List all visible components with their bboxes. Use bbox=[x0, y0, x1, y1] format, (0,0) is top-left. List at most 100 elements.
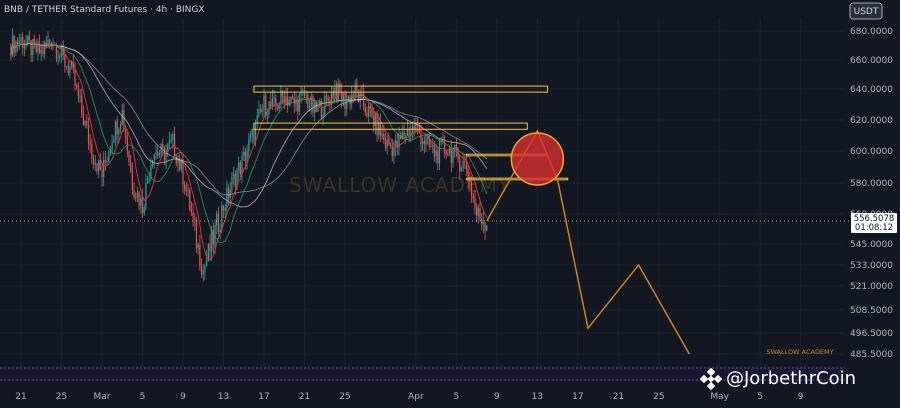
candle-body bbox=[216, 213, 218, 225]
candle-body bbox=[185, 190, 187, 192]
candle-body bbox=[376, 112, 378, 135]
y-tick-label: 496.5000 bbox=[850, 329, 893, 339]
x-tick-label: 17 bbox=[258, 392, 269, 402]
x-tick-label: 5 bbox=[757, 392, 763, 402]
candle-body bbox=[74, 69, 76, 86]
candle-body bbox=[477, 208, 479, 216]
candle-body bbox=[111, 142, 113, 150]
candle-body bbox=[423, 141, 425, 145]
candle-body bbox=[332, 91, 334, 99]
candle-body bbox=[474, 198, 476, 207]
y-tick-label: 600.0000 bbox=[850, 147, 893, 157]
price-zone bbox=[253, 122, 528, 130]
candle-body bbox=[130, 161, 132, 171]
candle-body bbox=[378, 121, 380, 135]
highlight-circle[interactable] bbox=[510, 132, 565, 186]
candle-body bbox=[233, 173, 235, 178]
candle-body bbox=[217, 213, 220, 233]
candle-body bbox=[391, 145, 393, 156]
candle-body bbox=[452, 151, 454, 164]
candle-body bbox=[104, 159, 106, 163]
candle-body bbox=[319, 101, 321, 106]
candle-body bbox=[384, 140, 387, 148]
candle-body bbox=[98, 160, 100, 172]
candle-body bbox=[470, 182, 473, 196]
candle-body bbox=[227, 188, 230, 199]
candle-body bbox=[206, 260, 208, 267]
ma-ribbon-upper bbox=[10, 43, 488, 208]
x-tick-label: 9 bbox=[798, 392, 804, 402]
candle-body bbox=[253, 128, 255, 142]
candle-body bbox=[76, 85, 78, 87]
candle-body bbox=[438, 141, 441, 164]
price-zone bbox=[466, 177, 569, 181]
candle-body bbox=[298, 95, 301, 112]
candle-body bbox=[145, 183, 147, 208]
candle-body bbox=[344, 92, 346, 109]
candle-body bbox=[373, 115, 375, 127]
x-tick-label: 25 bbox=[56, 392, 67, 402]
candle-body bbox=[148, 178, 150, 181]
candle-body bbox=[101, 169, 103, 178]
candle-body bbox=[422, 141, 424, 144]
candle-body bbox=[315, 101, 317, 112]
candle-body bbox=[322, 114, 324, 118]
candle-body bbox=[254, 122, 257, 142]
candle-body bbox=[271, 98, 274, 107]
candle-body bbox=[341, 92, 343, 102]
candle-body bbox=[292, 96, 294, 98]
candle-body bbox=[310, 96, 312, 107]
candle-body bbox=[168, 140, 171, 144]
candle-body bbox=[320, 101, 322, 118]
candle-body bbox=[126, 137, 128, 151]
candle-body bbox=[108, 152, 110, 162]
candle-body bbox=[50, 42, 52, 46]
candle-body bbox=[170, 139, 172, 141]
candle-body bbox=[71, 61, 73, 68]
candle-body bbox=[236, 171, 238, 187]
candle-body bbox=[162, 144, 164, 148]
candle-body bbox=[91, 144, 93, 160]
candle-body bbox=[209, 244, 211, 252]
candle-body bbox=[87, 125, 90, 143]
candle-body bbox=[467, 169, 469, 181]
candle-body bbox=[153, 154, 155, 161]
candle-body bbox=[413, 126, 415, 131]
candle-body bbox=[347, 96, 349, 101]
candle-body bbox=[118, 128, 120, 135]
candle-body bbox=[138, 192, 140, 207]
candle-body bbox=[106, 161, 108, 163]
candle-body bbox=[248, 139, 250, 152]
ma-medium bbox=[10, 43, 488, 244]
candle-body bbox=[165, 149, 167, 161]
candle-body bbox=[325, 95, 328, 98]
candle-body bbox=[38, 42, 41, 54]
candle-body bbox=[197, 244, 199, 249]
candle-body bbox=[368, 105, 370, 117]
currency-label: USDT bbox=[854, 7, 879, 17]
candle-body bbox=[89, 142, 91, 145]
x-tick-label: 13 bbox=[218, 392, 229, 402]
candle-body bbox=[42, 49, 44, 54]
candle-body bbox=[265, 95, 267, 116]
candle-body bbox=[427, 135, 429, 138]
x-tick-label: 21 bbox=[15, 392, 26, 402]
candle-body bbox=[459, 159, 461, 172]
candle-body bbox=[37, 42, 39, 52]
candle-body bbox=[263, 95, 265, 110]
oscillator-pane bbox=[0, 366, 845, 382]
candle-body bbox=[243, 151, 245, 156]
candle-body bbox=[84, 120, 86, 125]
candle-body bbox=[283, 96, 285, 105]
candle-body bbox=[135, 197, 137, 199]
candle-body bbox=[300, 90, 302, 96]
candle-body bbox=[260, 109, 262, 112]
candle-body bbox=[416, 124, 419, 126]
candle-body bbox=[482, 222, 484, 225]
candle-body bbox=[408, 129, 410, 137]
candle-body bbox=[136, 192, 139, 198]
candle-body bbox=[290, 96, 292, 101]
currency-badge[interactable] bbox=[849, 2, 883, 20]
candle-body bbox=[330, 91, 333, 105]
